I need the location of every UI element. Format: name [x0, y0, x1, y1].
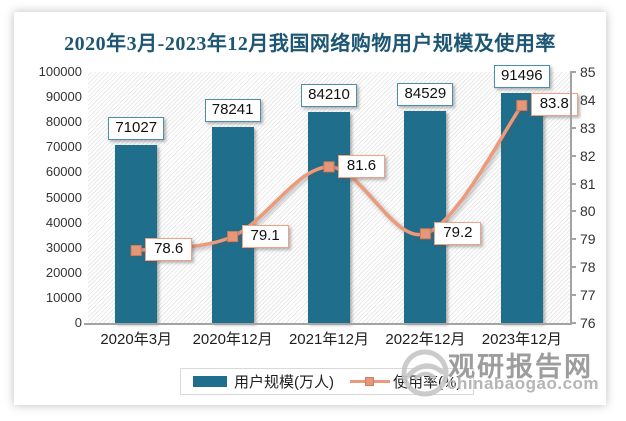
left-axis-tick: 50000	[45, 189, 82, 205]
right-axis-tick: 79	[580, 231, 596, 248]
line-marker-icon	[130, 244, 142, 256]
right-axis-tick: 84	[580, 91, 596, 108]
line-marker-icon	[323, 161, 335, 173]
right-axis-tick: 83	[580, 119, 596, 136]
right-axis-tick: 76	[580, 315, 596, 331]
right-axis-tick-mark	[570, 322, 576, 324]
left-axis-tick: 40000	[45, 214, 82, 230]
legend-line-label: 使用率(%)	[393, 374, 462, 391]
right-axis-tick-mark	[570, 210, 576, 213]
bar-data-label: 84210	[301, 83, 357, 107]
chart-title: 2020年3月-2023年12月我国网络购物用户规模及使用率	[64, 33, 556, 55]
left-axis-tick: 90000	[45, 89, 82, 105]
right-axis-tick-mark	[570, 154, 576, 157]
bar	[500, 93, 543, 323]
x-axis-label: 2022年12月	[385, 331, 466, 348]
left-axis-tick: 60000	[45, 164, 82, 180]
right-axis-line	[570, 72, 572, 324]
left-axis-tick: 70000	[45, 139, 82, 155]
line-marker-icon	[419, 228, 431, 240]
right-axis-tick-mark	[570, 266, 576, 269]
line-data-label: 81.6	[338, 154, 385, 178]
right-axis-tick: 78	[580, 259, 596, 276]
right-axis-tick: 77	[580, 287, 596, 304]
chart-card: 2020年3月-2023年12月我国网络购物用户规模及使用率 100000 900…	[14, 12, 606, 405]
x-axis-label: 2021年12月	[288, 331, 370, 348]
usage-rate-line	[135, 104, 524, 253]
right-axis-tick: 81	[580, 175, 596, 192]
bar-data-label: 84529	[397, 82, 454, 106]
bar	[308, 111, 350, 323]
right-axis-tick-mark	[570, 71, 576, 73]
legend-line-marker-icon	[365, 377, 374, 386]
right-axis-tick: 80	[580, 203, 596, 220]
right-axis-tick-mark	[570, 182, 576, 185]
right-axis-tick: 82	[580, 147, 596, 164]
left-axis-tick: 0	[74, 315, 82, 330]
x-axis-line	[84, 323, 572, 325]
right-axis-tick-mark	[570, 126, 576, 129]
bar	[404, 110, 447, 323]
left-axis-tick: 100000	[38, 64, 82, 79]
bar-data-label: 91496	[493, 65, 550, 89]
right-axis-tick-mark	[570, 238, 576, 241]
bar-data-label: 71027	[108, 116, 165, 140]
left-axis-tick: 30000	[45, 239, 82, 255]
line-series	[130, 99, 528, 256]
right-axis-tick: 85	[580, 64, 596, 80]
line-marker-icon	[516, 99, 528, 111]
x-axis-label: 2023年12月	[481, 331, 562, 348]
line-marker-icon	[227, 231, 239, 243]
legend: 用户规模(万人) 使用率(%)	[180, 368, 475, 395]
line-data-label: 78.6	[145, 238, 193, 262]
bar	[115, 144, 158, 323]
right-axis-tick-mark	[570, 294, 576, 297]
x-axis-label: 2020年12月	[192, 331, 273, 348]
left-axis-tick: 80000	[45, 114, 82, 130]
legend-bar-label: 用户规模(万人)	[234, 374, 334, 391]
line-data-label: 83.8	[530, 93, 578, 117]
bar-data-label: 78241	[204, 98, 261, 122]
left-axis-tick: 10000	[45, 289, 82, 305]
legend-bar-swatch-icon	[193, 376, 227, 387]
line-data-label: 79.2	[434, 221, 482, 245]
line-data-label: 79.1	[241, 224, 289, 248]
left-axis-tick: 20000	[45, 264, 82, 280]
legend-line-swatch-icon	[350, 377, 390, 386]
x-axis-label: 2020年3月	[100, 331, 173, 348]
